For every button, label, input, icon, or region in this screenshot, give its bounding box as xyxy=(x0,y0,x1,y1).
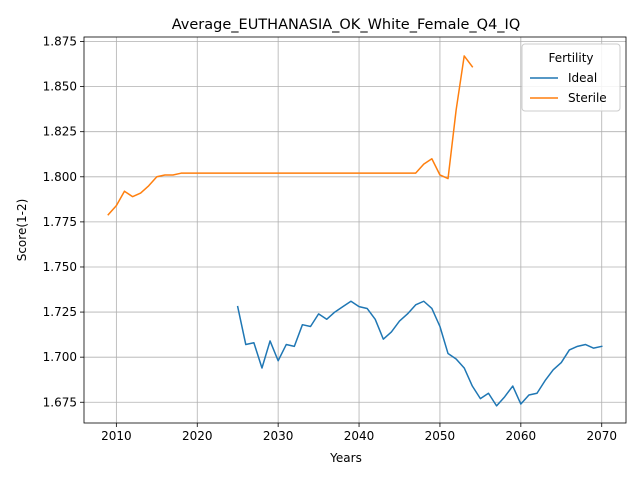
y-tick-label: 1.725 xyxy=(43,305,77,319)
axes-frame xyxy=(83,36,627,424)
grid xyxy=(84,37,626,423)
x-tick-label: 2050 xyxy=(425,429,456,443)
series-line-sterile xyxy=(107,55,474,216)
y-tick-label: 1.825 xyxy=(43,125,77,139)
y-tick-label: 1.675 xyxy=(43,395,77,409)
legend-label-sterile: Sterile xyxy=(568,91,607,105)
x-tick-label: 2060 xyxy=(506,429,537,443)
x-tick-label: 2070 xyxy=(586,429,617,443)
x-tick-label: 2040 xyxy=(344,429,375,443)
x-axis-ticks: 2010 2020 2030 2040 2050 2060 2070 xyxy=(101,423,617,443)
legend-box xyxy=(521,43,621,112)
legend-label-ideal: Ideal xyxy=(568,71,597,85)
y-axis-ticks: 1.675 1.700 1.725 1.750 1.775 1.800 1.825 1.850… xyxy=(43,35,84,409)
y-tick-label: 1.850 xyxy=(43,80,77,94)
y-tick-label: 1.775 xyxy=(43,215,77,229)
x-tick-label: 2010 xyxy=(101,429,132,443)
y-tick-label: 1.875 xyxy=(43,35,77,49)
series-line-ideal xyxy=(236,300,603,407)
x-axis-label: Years xyxy=(329,451,362,465)
series-layer xyxy=(107,55,603,407)
y-tick-label: 1.750 xyxy=(43,260,77,274)
y-tick-label: 1.800 xyxy=(43,170,77,184)
x-tick-label: 2020 xyxy=(182,429,213,443)
y-axis-label: Score(1-2) xyxy=(15,199,29,262)
legend-title: Fertility xyxy=(548,51,593,65)
chart-title: Average_EUTHANASIA_OK_White_Female_Q4_IQ xyxy=(172,17,521,33)
y-tick-label: 1.700 xyxy=(43,350,77,364)
legend: Fertility Ideal Sterile xyxy=(521,43,621,112)
x-tick-label: 2030 xyxy=(263,429,294,443)
